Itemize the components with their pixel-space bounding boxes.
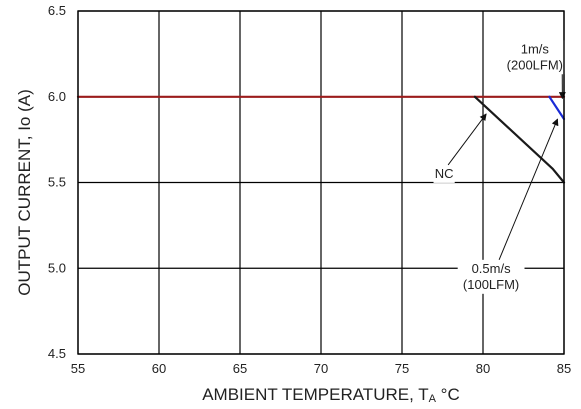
annotation-label: 1m/s (521, 41, 550, 56)
y-axis-title: OUTPUT CURRENT, Io (A) (15, 89, 34, 296)
x-tick-label: 55 (71, 361, 85, 376)
annotation-arrow (447, 113, 487, 166)
annotation-label: (200LFM) (507, 57, 563, 72)
annotations: 1m/s(200LFM) NC 0.5m/s(100LFM) (433, 40, 569, 294)
annotation-bg (501, 40, 569, 75)
y-tick-label: 5.0 (48, 260, 66, 275)
x-tick-label: 85 (557, 361, 571, 376)
series-line-2 (473, 95, 566, 184)
y-tick-label: 4.5 (48, 346, 66, 361)
x-tick-label: 70 (314, 361, 328, 376)
series-layer (76, 95, 566, 184)
y-tick-label: 5.5 (48, 175, 66, 190)
x-tick-label: 75 (395, 361, 409, 376)
series-line-3 (548, 95, 566, 121)
annotation-bg (457, 259, 525, 294)
annotation-arrow (498, 118, 559, 261)
y-tick-labels: 4.5 5.0 5.5 6.0 6.5 (48, 3, 66, 361)
annotation-label: NC (435, 166, 454, 181)
x-tick-label: 60 (152, 361, 166, 376)
y-tick-label: 6.5 (48, 3, 66, 18)
grid (77, 10, 565, 355)
annotation-label: (100LFM) (463, 277, 519, 292)
x-tick-label: 65 (233, 361, 247, 376)
x-tick-labels: 55 60 65 70 75 80 85 (71, 361, 571, 376)
annotation-label: 0.5m/s (472, 261, 512, 276)
x-axis-title: AMBIENT TEMPERATURE, TA °C (202, 385, 460, 405)
plot-frame (77, 10, 565, 355)
annotation-bg (433, 164, 455, 183)
y-tick-label: 6.0 (48, 89, 66, 104)
x-tick-label: 80 (476, 361, 490, 376)
